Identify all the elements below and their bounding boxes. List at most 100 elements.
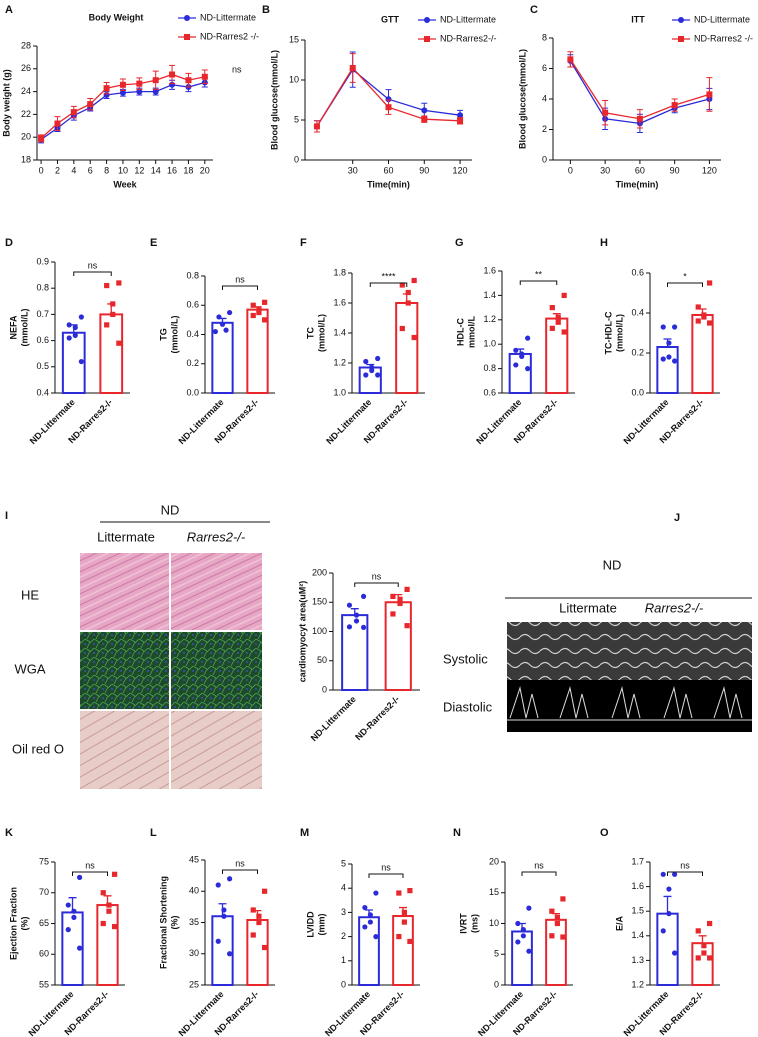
data-point <box>250 312 256 319</box>
x-tick-label: 8 <box>104 165 109 175</box>
bar <box>511 930 533 986</box>
data-point <box>256 307 262 313</box>
data-point <box>695 928 701 934</box>
data-point <box>219 321 226 327</box>
panel-letter: O <box>600 827 609 839</box>
panel-letter: M <box>300 827 309 839</box>
data-point <box>112 871 118 877</box>
point <box>636 115 643 122</box>
panel-letter: E <box>150 237 157 249</box>
y-tick-label: 35 <box>189 917 199 927</box>
point <box>385 96 392 103</box>
y-axis-label: IVRT <box>458 913 468 934</box>
point <box>313 123 320 130</box>
y-tick-label: 5 <box>341 858 346 868</box>
data-point <box>375 355 381 362</box>
y-tick-label: 0.0 <box>631 387 644 397</box>
y-tick-label: 1.2 <box>333 357 346 367</box>
data-point <box>525 366 531 372</box>
significance-bracket <box>369 282 408 287</box>
data-point <box>666 886 672 892</box>
annotation: ns <box>680 860 690 870</box>
x-tick-label: 90 <box>670 165 680 175</box>
data-point <box>227 951 233 957</box>
bar <box>691 942 714 986</box>
x-tick-label: 4 <box>71 165 76 175</box>
y-tick-label: 0.6 <box>36 335 49 345</box>
data-point <box>561 292 567 298</box>
data-point <box>362 924 368 930</box>
data-point <box>525 335 531 341</box>
y-tick-label: 28 <box>21 40 31 50</box>
error-bar <box>663 895 672 914</box>
data-point <box>397 596 403 602</box>
y-tick-label: 0.6 <box>186 300 199 310</box>
y-tick-label: 15 <box>489 887 499 897</box>
data-point <box>554 920 560 927</box>
data-point <box>407 938 413 945</box>
y-tick-label: 0.0 <box>186 387 199 397</box>
data-point <box>66 335 72 341</box>
y-tick-label: 5 <box>294 114 299 124</box>
panel-letter: A <box>5 4 13 16</box>
y-tick-label: 18 <box>21 154 31 164</box>
significance-bracket <box>667 871 703 876</box>
y-tick-label: 75 <box>39 856 49 866</box>
y-tick-label: 3 <box>341 907 346 917</box>
y-axis-label: HDL-C <box>455 318 465 346</box>
chart-title: Body Weight <box>89 12 144 22</box>
y-axis-label: (mmol/L) <box>614 314 624 352</box>
data-point <box>519 353 525 359</box>
y-tick-label: 0.8 <box>483 363 496 373</box>
annotation: ns <box>235 858 245 868</box>
data-point <box>77 945 83 951</box>
data-point <box>666 340 672 346</box>
data-point <box>353 618 360 624</box>
y-axis-label: TC <box>305 327 315 339</box>
data-point <box>666 354 672 360</box>
histology-image <box>80 632 169 709</box>
data-point <box>526 905 532 911</box>
data-point <box>256 309 262 316</box>
data-point <box>262 317 268 323</box>
legend-label: ND-Littermate <box>200 12 256 22</box>
significance-bracket <box>521 871 557 876</box>
y-tick-label: 1.0 <box>483 339 496 349</box>
point <box>87 101 94 108</box>
bar <box>246 919 269 986</box>
annotation: ns <box>372 571 382 581</box>
bar <box>691 314 714 394</box>
data-point <box>397 600 403 607</box>
x-tick-label: 18 <box>183 165 193 175</box>
data-point <box>72 332 78 338</box>
y-tick-label: 1.4 <box>333 327 346 337</box>
data-point <box>256 913 262 919</box>
y-tick-label: 4 <box>542 93 547 103</box>
data-point <box>112 923 118 930</box>
data-point <box>390 593 396 599</box>
doppler-trace <box>507 686 752 721</box>
histology-image <box>171 711 262 789</box>
data-point <box>65 927 71 933</box>
legend-marker <box>184 34 190 40</box>
significance-bracket <box>222 869 258 874</box>
annotation: **** <box>381 271 396 281</box>
y-tick-label: 25 <box>189 979 199 989</box>
data-point <box>701 950 707 956</box>
panel-i-images: I ND Littermate Rarres2-/- HE WGA Oil re… <box>5 502 270 789</box>
data-point <box>250 932 256 938</box>
data-point <box>362 904 368 911</box>
y-axis-label: cardiomyocyt area(uM²) <box>297 581 307 683</box>
y-tick-label: 50 <box>317 655 327 665</box>
panel-letter: J <box>674 512 680 524</box>
data-point <box>660 356 666 362</box>
y-tick-label: 0.2 <box>186 358 199 368</box>
y-axis-label: NEFA <box>8 315 18 340</box>
data-point <box>262 944 268 951</box>
data-point <box>110 311 116 317</box>
row-label: HE <box>21 587 39 602</box>
data-point <box>513 347 519 353</box>
data-point <box>78 358 84 365</box>
annotation: ns <box>235 274 245 284</box>
legend-marker <box>678 36 684 42</box>
